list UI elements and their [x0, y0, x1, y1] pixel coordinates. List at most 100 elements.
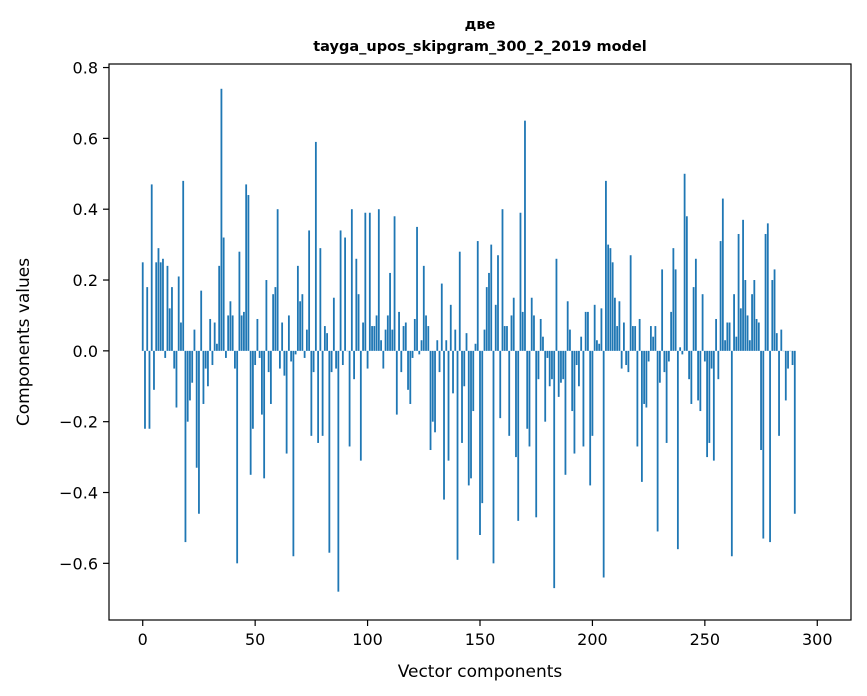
bar [184, 350, 187, 543]
bar [692, 287, 695, 351]
bar [537, 350, 540, 380]
bar [645, 350, 648, 408]
bar [409, 350, 412, 404]
bar [524, 120, 526, 351]
bar [422, 265, 425, 351]
bar [598, 343, 601, 351]
bar [553, 350, 556, 589]
bar [461, 350, 463, 443]
bar [321, 350, 324, 436]
bar [447, 350, 450, 461]
bar [589, 350, 592, 486]
bar [483, 329, 486, 351]
bar [703, 350, 706, 362]
bar [769, 350, 771, 543]
bar [497, 255, 499, 351]
bar [234, 350, 236, 369]
bar [515, 350, 517, 458]
bar [596, 340, 598, 351]
bar [202, 350, 205, 404]
bar [420, 340, 423, 351]
bar [787, 350, 789, 369]
bar [546, 350, 549, 358]
bar [697, 350, 699, 401]
bar [159, 262, 162, 351]
bar [249, 350, 252, 475]
bar [465, 333, 468, 351]
bar [339, 230, 342, 351]
bar [481, 350, 484, 504]
bar [299, 301, 302, 351]
bar [287, 315, 290, 351]
bar [676, 350, 679, 550]
bar [382, 350, 385, 369]
bar [548, 350, 551, 387]
bar [245, 184, 248, 351]
bar [380, 340, 382, 351]
bar [182, 180, 185, 351]
y-tick-label: 0.4 [73, 200, 98, 219]
x-tick-label: 50 [245, 630, 265, 649]
bar [303, 350, 306, 358]
bar [296, 265, 299, 351]
bar [757, 322, 760, 351]
bar [764, 233, 767, 351]
bar [238, 251, 241, 351]
bar [180, 322, 182, 351]
bar [506, 326, 508, 351]
bar [425, 315, 427, 351]
bar [166, 265, 169, 351]
bar [198, 350, 200, 514]
bar [463, 350, 466, 387]
bar [240, 315, 243, 351]
bar [440, 283, 443, 351]
bar [544, 350, 547, 422]
bar [474, 343, 477, 351]
bar [488, 272, 490, 351]
bar [733, 294, 735, 351]
bar [445, 340, 448, 351]
bar [593, 304, 596, 351]
bar [186, 350, 189, 422]
plot-frame [108, 63, 852, 621]
bar [658, 350, 661, 383]
bar [751, 294, 753, 351]
bar [222, 237, 225, 351]
bar [411, 350, 414, 358]
bar [371, 326, 373, 351]
bar [220, 88, 223, 351]
bar [580, 336, 583, 351]
bar [305, 329, 308, 351]
bar [323, 326, 326, 351]
bar [721, 198, 724, 351]
bar [699, 350, 702, 412]
bar [294, 350, 297, 355]
bar [427, 326, 430, 351]
bar [573, 350, 576, 454]
bar [227, 315, 230, 351]
bar [683, 173, 686, 351]
bar [476, 241, 479, 351]
bar [209, 318, 212, 351]
bar [661, 269, 664, 351]
bar [278, 350, 281, 369]
bar [557, 350, 560, 397]
y-tick-label: 0.2 [73, 271, 98, 290]
bar [218, 265, 221, 351]
bar [436, 340, 439, 351]
chart-subtitle: tayga_upos_skipgram_300_2_2019 model [313, 39, 647, 55]
bar [719, 241, 722, 351]
bar [395, 350, 398, 415]
bar [591, 350, 594, 436]
bar [490, 244, 493, 351]
bar [389, 272, 391, 351]
x-tick-label: 100 [352, 630, 383, 649]
bar [319, 248, 322, 351]
bar [665, 350, 668, 443]
bar [164, 350, 167, 358]
bar [771, 280, 774, 351]
bar [328, 350, 331, 553]
bar [744, 280, 747, 351]
bar [508, 350, 511, 436]
